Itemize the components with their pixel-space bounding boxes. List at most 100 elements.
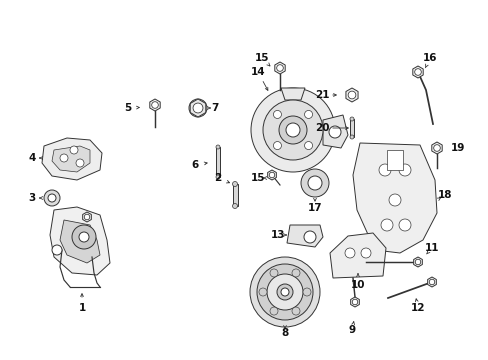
Circle shape — [349, 135, 353, 139]
Circle shape — [398, 164, 410, 176]
Text: 21: 21 — [314, 90, 328, 100]
Polygon shape — [281, 88, 305, 100]
Circle shape — [279, 116, 306, 144]
Text: 19: 19 — [450, 143, 464, 153]
Bar — [349, 119, 353, 137]
Circle shape — [345, 248, 354, 258]
Circle shape — [259, 288, 266, 296]
Text: 16: 16 — [422, 53, 436, 63]
Circle shape — [84, 214, 90, 220]
Circle shape — [301, 169, 328, 197]
Polygon shape — [267, 170, 276, 180]
Text: 7: 7 — [211, 103, 218, 113]
Circle shape — [304, 231, 315, 243]
Text: 3: 3 — [28, 193, 36, 203]
Polygon shape — [412, 66, 422, 78]
Polygon shape — [323, 115, 347, 148]
Text: 11: 11 — [424, 243, 438, 253]
Text: 18: 18 — [437, 190, 451, 200]
Circle shape — [428, 279, 434, 285]
Circle shape — [276, 65, 283, 71]
Text: 5: 5 — [124, 103, 131, 113]
Polygon shape — [149, 99, 160, 111]
Text: 10: 10 — [350, 280, 365, 290]
Circle shape — [285, 123, 299, 137]
Circle shape — [433, 145, 439, 151]
Text: 4: 4 — [28, 153, 36, 163]
Polygon shape — [42, 138, 102, 180]
Circle shape — [351, 299, 357, 305]
Circle shape — [269, 307, 278, 315]
Circle shape — [79, 232, 89, 242]
Polygon shape — [413, 257, 422, 267]
Text: 6: 6 — [191, 160, 198, 170]
Polygon shape — [286, 225, 323, 247]
Text: 17: 17 — [307, 203, 322, 213]
Polygon shape — [431, 142, 441, 154]
Circle shape — [349, 117, 353, 121]
Polygon shape — [274, 62, 285, 74]
Circle shape — [151, 102, 158, 108]
Circle shape — [250, 88, 334, 172]
Text: 15: 15 — [254, 53, 269, 63]
Circle shape — [216, 175, 220, 179]
Circle shape — [44, 190, 60, 206]
Text: 15: 15 — [250, 173, 264, 183]
Circle shape — [263, 100, 323, 160]
Circle shape — [307, 176, 321, 190]
Circle shape — [269, 269, 278, 277]
Text: 12: 12 — [410, 303, 425, 313]
Bar — [386, 150, 402, 170]
Text: 14: 14 — [250, 67, 265, 77]
Circle shape — [48, 194, 56, 202]
Polygon shape — [345, 88, 357, 102]
Polygon shape — [60, 220, 100, 263]
Text: 8: 8 — [281, 328, 288, 338]
Circle shape — [72, 225, 96, 249]
Text: 20: 20 — [314, 123, 328, 133]
Circle shape — [380, 219, 392, 231]
Polygon shape — [82, 212, 91, 222]
Circle shape — [414, 69, 421, 75]
Circle shape — [378, 164, 390, 176]
Circle shape — [193, 103, 203, 113]
Circle shape — [291, 307, 299, 315]
Text: 1: 1 — [78, 303, 85, 313]
Polygon shape — [190, 99, 205, 117]
Circle shape — [276, 284, 292, 300]
Circle shape — [266, 274, 303, 310]
Polygon shape — [352, 143, 436, 253]
Circle shape — [304, 141, 312, 149]
Circle shape — [281, 288, 288, 296]
Polygon shape — [50, 207, 110, 275]
Bar — [232, 184, 237, 206]
Circle shape — [360, 248, 370, 258]
Circle shape — [273, 141, 281, 149]
Polygon shape — [427, 277, 435, 287]
Circle shape — [216, 145, 220, 149]
Circle shape — [60, 154, 68, 162]
Circle shape — [304, 111, 312, 118]
Circle shape — [269, 172, 274, 178]
Text: 2: 2 — [214, 173, 221, 183]
Bar — [216, 147, 220, 177]
Circle shape — [398, 219, 410, 231]
Circle shape — [273, 111, 281, 118]
Circle shape — [76, 159, 84, 167]
Circle shape — [249, 257, 319, 327]
Circle shape — [414, 259, 420, 265]
Polygon shape — [52, 146, 90, 172]
Circle shape — [232, 181, 237, 186]
Polygon shape — [329, 233, 385, 278]
Circle shape — [388, 194, 400, 206]
Circle shape — [291, 269, 299, 277]
Circle shape — [347, 91, 355, 99]
Circle shape — [257, 264, 312, 320]
Text: 13: 13 — [270, 230, 285, 240]
Polygon shape — [350, 297, 359, 307]
Text: 9: 9 — [348, 325, 355, 335]
Circle shape — [328, 126, 340, 138]
Circle shape — [189, 99, 206, 117]
Circle shape — [70, 146, 78, 154]
Circle shape — [194, 104, 202, 112]
